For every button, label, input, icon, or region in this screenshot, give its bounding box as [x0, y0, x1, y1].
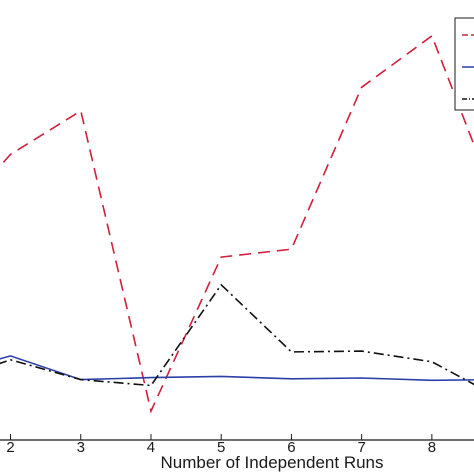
x-tick-label: 2	[6, 439, 14, 456]
x-tick-label: 8	[428, 439, 436, 456]
series-line-2	[0, 355, 474, 382]
series-layer	[0, 34, 474, 414]
legend	[454, 17, 474, 111]
x-tick-label: 6	[287, 439, 295, 456]
x-axis-ticks: 2 3 4 5 6 7 8	[6, 434, 436, 456]
x-axis-title: Number of Independent Runs	[160, 453, 383, 472]
x-tick-label: 5	[217, 439, 225, 456]
x-tick-label: 3	[77, 439, 85, 456]
x-tick-label: 7	[357, 439, 365, 456]
series-line-3	[0, 283, 474, 387]
series-line-1	[0, 34, 474, 414]
x-tick-label: 4	[147, 439, 155, 456]
legend-box	[454, 17, 474, 111]
